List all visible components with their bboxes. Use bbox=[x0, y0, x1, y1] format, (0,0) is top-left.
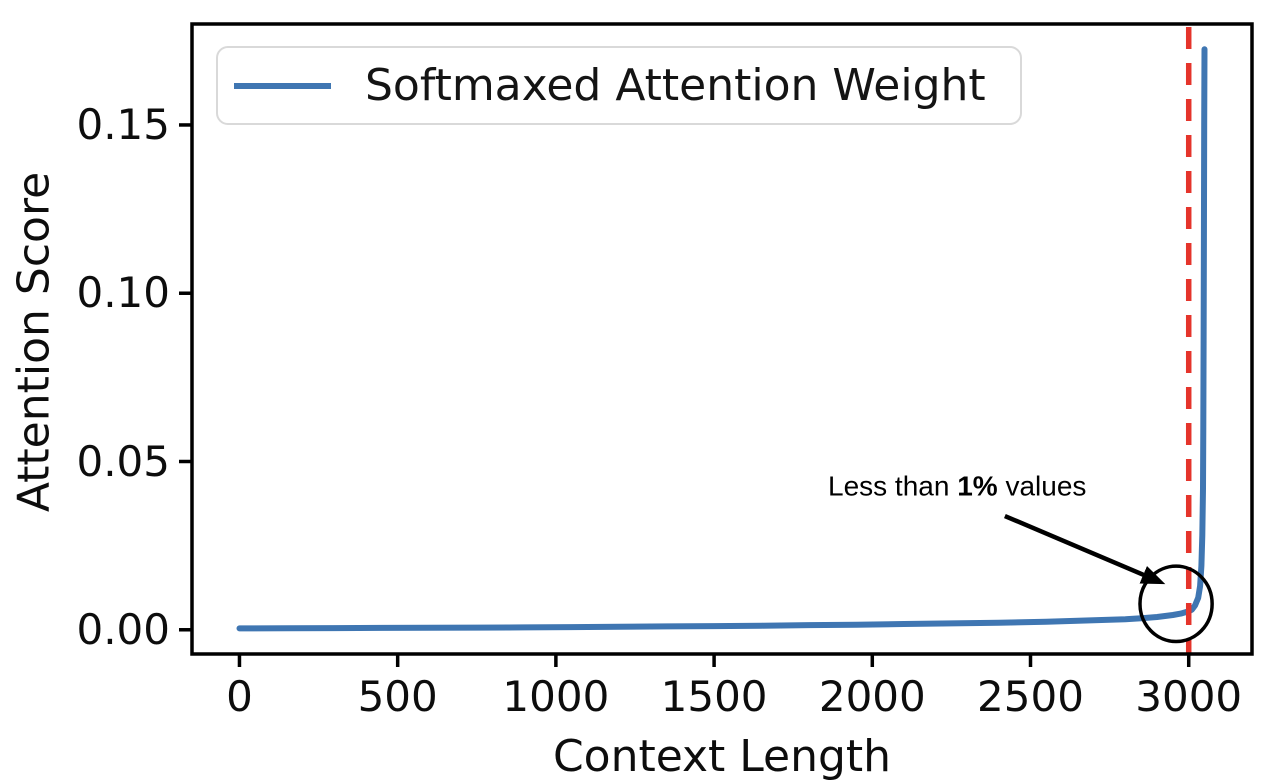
y-tick-label: 0.10 bbox=[76, 268, 170, 318]
x-tick-label: 2500 bbox=[977, 672, 1084, 721]
annotation-text: Less than 1% values bbox=[828, 470, 1087, 503]
annotation-text-bold: 1% bbox=[957, 470, 998, 502]
attention-weight-line bbox=[236, 46, 1208, 632]
annotation-text-prefix: Less than bbox=[828, 470, 958, 502]
legend: Softmaxed Attention Weight bbox=[216, 46, 1022, 125]
legend-line-sample bbox=[234, 82, 331, 89]
annotation-text-suffix: values bbox=[997, 470, 1087, 502]
y-tick-label: 0.05 bbox=[76, 436, 170, 486]
x-tick-label: 2000 bbox=[818, 672, 926, 721]
x-tick-label: 1000 bbox=[502, 672, 610, 721]
plot-border bbox=[190, 22, 1254, 656]
x-tick-label: 3000 bbox=[1135, 672, 1243, 721]
y-tick-label: 0.00 bbox=[76, 604, 170, 654]
x-axis-title: Context Length bbox=[552, 731, 892, 782]
x-tick-label: 500 bbox=[357, 672, 438, 721]
x-tick-label: 0 bbox=[226, 672, 253, 721]
legend-label: Softmaxed Attention Weight bbox=[365, 59, 986, 111]
x-tick-label: 1500 bbox=[660, 672, 768, 721]
annotation-circle bbox=[1138, 564, 1214, 644]
annotation-arrow bbox=[1003, 513, 1166, 585]
y-tick-label: 0.15 bbox=[76, 99, 170, 149]
